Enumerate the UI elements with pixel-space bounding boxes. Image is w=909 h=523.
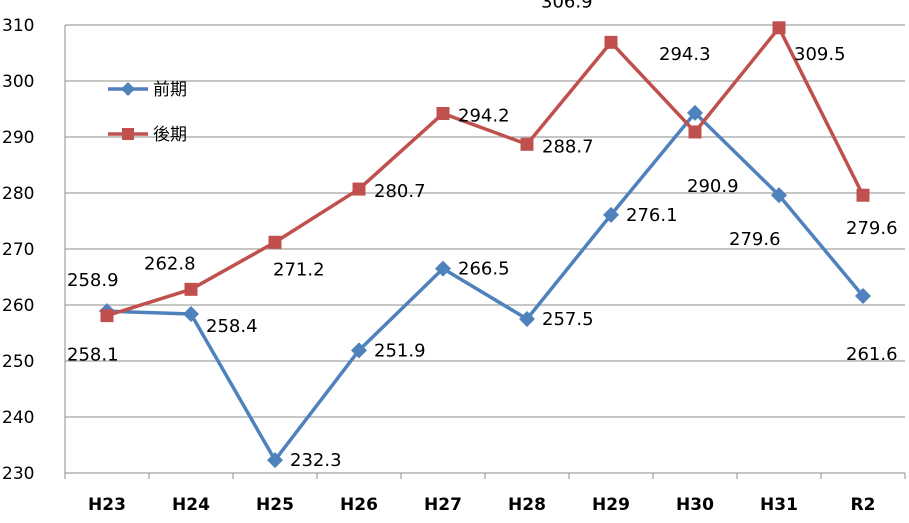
series-line-zenki — [106, 111, 865, 462]
y-tick-label: 280 — [2, 184, 34, 204]
data-label: 258.9 — [67, 270, 119, 291]
data-label: 294.3 — [659, 44, 711, 65]
y-tick-label: 250 — [2, 352, 34, 372]
legend-marker — [121, 82, 135, 96]
x-tick-label: H29 — [592, 495, 630, 515]
y-tick-label: 230 — [2, 464, 34, 484]
x-tick-label: H24 — [172, 495, 210, 515]
y-tick-label: 300 — [2, 72, 34, 92]
data-label: 288.7 — [542, 136, 594, 157]
data-label: 258.1 — [67, 345, 119, 366]
x-tick-label: H27 — [424, 495, 462, 515]
data-label: 309.5 — [794, 44, 846, 65]
data-labels: 258.9 258.4 232.3 251.9 266.5 257.5 276.1 294.3… — [67, 0, 898, 471]
data-point-marker — [603, 206, 619, 223]
data-label: 261.6 — [846, 344, 898, 365]
y-tick-label: 260 — [2, 296, 34, 316]
x-tick-label: H25 — [256, 495, 294, 515]
data-point-marker — [687, 104, 703, 121]
data-point-marker — [856, 188, 870, 202]
data-point-marker — [268, 235, 282, 249]
x-tick-label: H30 — [676, 495, 714, 515]
series-group — [99, 21, 871, 469]
data-label: 251.9 — [374, 340, 426, 361]
y-tick-labels: 230 240 250 260 270 280 290 300 310 — [2, 16, 34, 484]
x-tick-label: H23 — [88, 495, 126, 515]
legend-label: 前期 — [153, 80, 187, 100]
data-point-marker — [688, 125, 702, 139]
data-label: 266.5 — [458, 259, 510, 280]
x-tick-label: H26 — [340, 495, 378, 515]
data-point-marker — [184, 282, 198, 296]
series-line-kouki — [106, 26, 865, 318]
grid-lines — [65, 24, 905, 418]
legend-marker — [122, 128, 134, 140]
y-tick-label: 240 — [2, 408, 34, 428]
x-tick-labels: H23 H24 H25 H26 H27 H28 H29 H30 H31 R2 — [88, 495, 875, 515]
x-tick-label: H31 — [760, 495, 798, 515]
data-point-marker — [267, 452, 283, 469]
data-label: 280.7 — [374, 181, 426, 202]
data-label: 262.8 — [144, 253, 196, 274]
x-tick-label: H28 — [508, 495, 546, 515]
data-point-marker — [436, 106, 450, 120]
data-label: 290.9 — [687, 176, 739, 197]
data-label: 232.3 — [290, 450, 342, 471]
data-point-marker — [520, 137, 534, 151]
data-point-marker — [855, 288, 871, 305]
data-point-marker — [435, 260, 451, 277]
data-label: 258.4 — [206, 316, 258, 337]
data-label: 279.6 — [729, 229, 781, 250]
legend-label: 後期 — [153, 125, 187, 145]
data-label: 294.2 — [458, 105, 510, 126]
data-point-marker — [771, 187, 787, 204]
data-point-marker — [604, 35, 618, 49]
x-tick-label: R2 — [851, 495, 876, 515]
data-point-marker — [352, 182, 366, 196]
y-tick-label: 310 — [2, 16, 34, 36]
axes — [64, 25, 906, 479]
data-label: 257.5 — [542, 309, 594, 330]
data-label: 279.6 — [846, 218, 898, 239]
data-label: 271.2 — [273, 259, 325, 280]
y-tick-label: 290 — [2, 128, 34, 148]
data-point-marker — [183, 305, 199, 322]
data-point-marker — [351, 342, 367, 359]
data-point-marker — [100, 309, 114, 323]
data-label: 276.1 — [626, 205, 678, 226]
data-point-marker — [772, 21, 786, 35]
y-tick-label: 270 — [2, 240, 34, 260]
data-point-marker — [519, 311, 535, 327]
data-label: 306.9 — [541, 0, 593, 12]
